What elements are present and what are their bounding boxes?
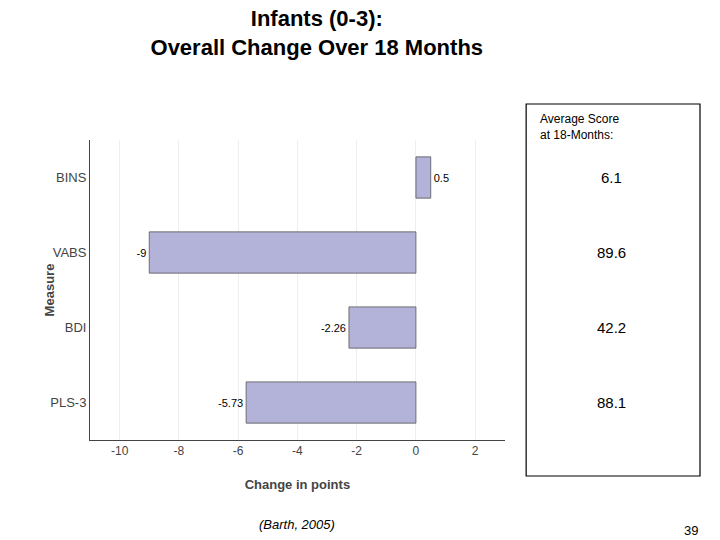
svg-text:-10: -10 <box>111 444 129 458</box>
svg-text:VABS: VABS <box>53 245 87 260</box>
svg-text:BDI: BDI <box>65 320 87 335</box>
svg-text:-8: -8 <box>174 444 185 458</box>
svg-text:42.2: 42.2 <box>597 319 626 336</box>
svg-text:88.1: 88.1 <box>597 394 626 411</box>
svg-text:0.5: 0.5 <box>434 172 449 184</box>
svg-text:-5.73: -5.73 <box>218 397 243 409</box>
svg-text:39: 39 <box>684 523 698 538</box>
svg-text:-2: -2 <box>351 444 362 458</box>
svg-text:Measure: Measure <box>42 264 57 317</box>
svg-text:-9: -9 <box>136 247 146 259</box>
svg-text:-2.26: -2.26 <box>321 322 346 334</box>
svg-text:89.6: 89.6 <box>597 244 626 261</box>
svg-text:BINS: BINS <box>56 170 87 185</box>
svg-text:Average Scoreat 18-Months:: Average Scoreat 18-Months: <box>540 112 619 142</box>
svg-text:(Barth, 2005): (Barth, 2005) <box>259 517 335 532</box>
svg-text:Change in points: Change in points <box>245 477 350 492</box>
svg-text:2: 2 <box>472 444 479 458</box>
svg-text:PLS-3: PLS-3 <box>50 395 86 410</box>
svg-text:Infants (0-3):Overall Change O: Infants (0-3):Overall Change Over 18 Mon… <box>151 6 484 60</box>
svg-text:-6: -6 <box>233 444 244 458</box>
svg-text:0: 0 <box>413 444 420 458</box>
svg-text:-4: -4 <box>292 444 303 458</box>
svg-text:6.1: 6.1 <box>601 169 622 186</box>
